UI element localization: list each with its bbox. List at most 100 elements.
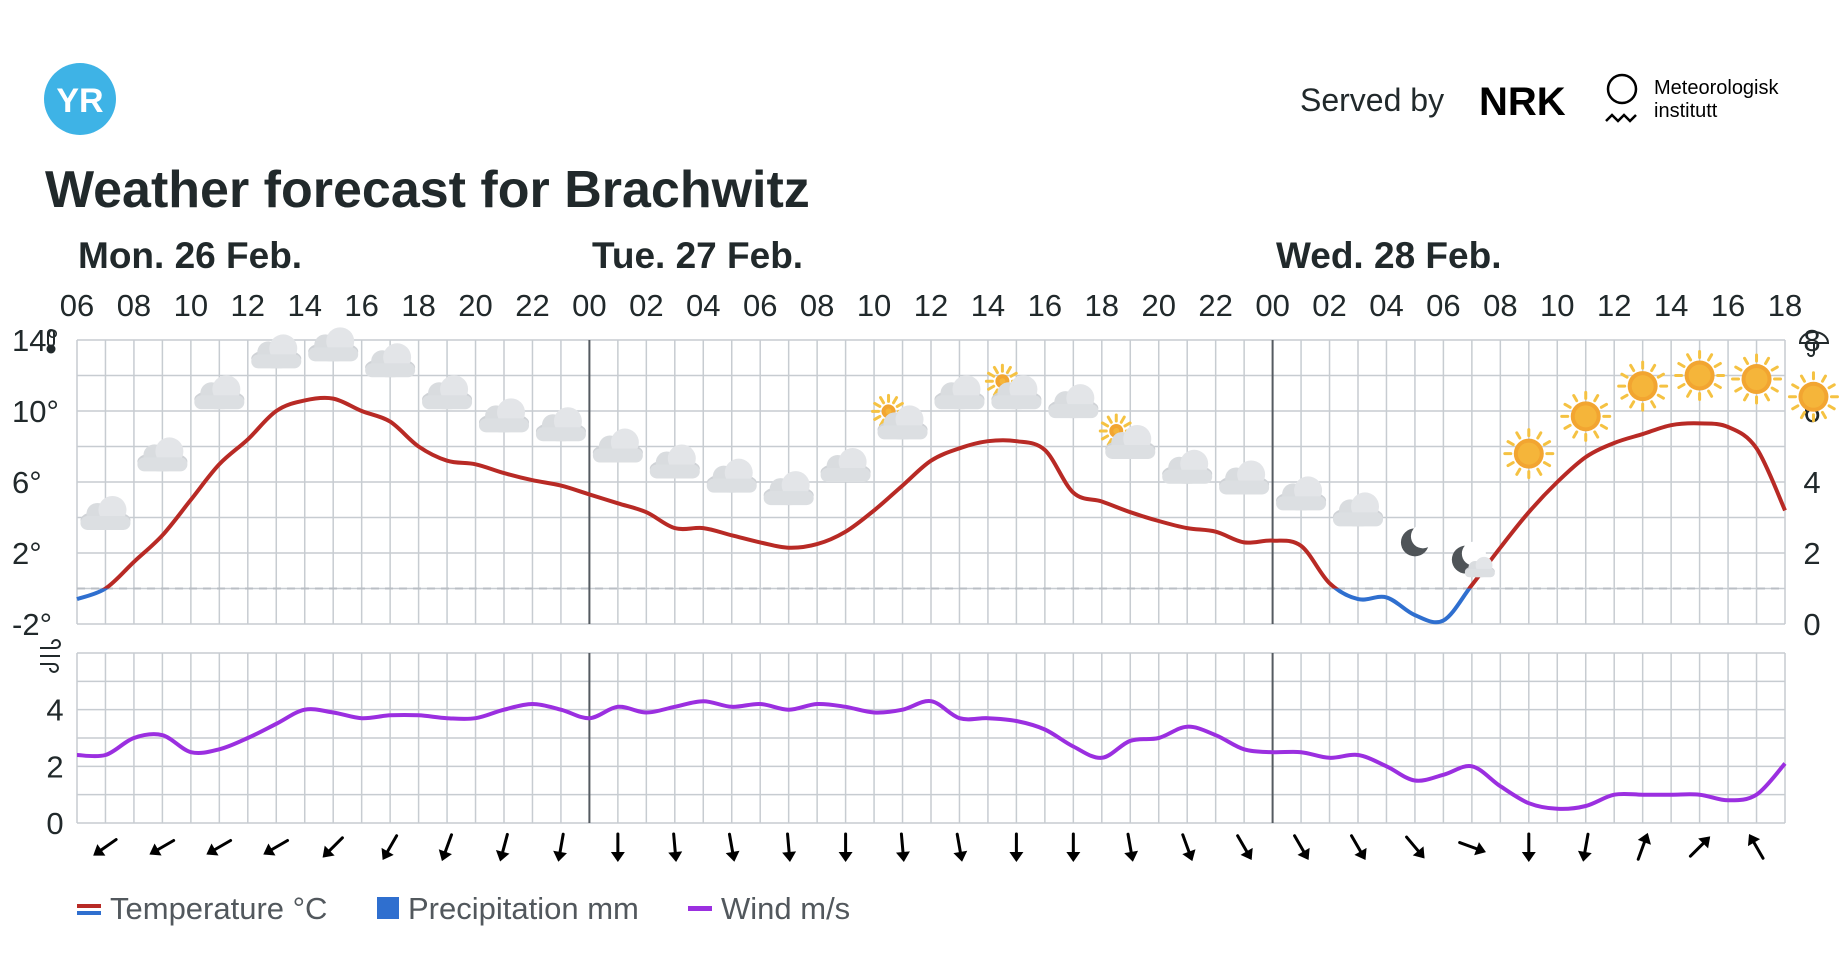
met-logo[interactable]: Meteorologisk institutt <box>1605 73 1780 123</box>
weather-symbol-clear-sky <box>1503 428 1555 480</box>
wind-direction-arrow <box>1636 832 1651 861</box>
temperature-tick-label: 2° <box>12 536 42 571</box>
weather-symbol-clear-sky <box>1617 360 1669 412</box>
weather-symbol-cloudy <box>1219 460 1270 495</box>
hour-tick-label: 04 <box>1369 288 1403 323</box>
weather-symbol-cloudy <box>535 407 586 442</box>
weather-symbol-cloudy <box>365 343 416 378</box>
wind-direction-arrow <box>438 833 454 862</box>
weather-symbol-cloudy <box>763 471 814 506</box>
cloud-icon <box>1162 449 1213 484</box>
nrk-logo[interactable]: NRK <box>1479 80 1566 124</box>
wind-direction-arrow <box>149 839 176 856</box>
day-label: Wed. 28 Feb. <box>1276 235 1502 276</box>
cloud-icon <box>706 458 757 493</box>
yr-logo-text: YR <box>56 82 103 120</box>
wind-tick-label: 2 <box>46 749 63 784</box>
weather-symbol-cloudy <box>479 398 529 433</box>
weather-symbol-cloudy <box>706 458 757 493</box>
umbrella-icon <box>1798 331 1830 357</box>
legend-label: Temperature °C <box>110 891 327 926</box>
wind-direction-arrow <box>1066 832 1081 862</box>
hour-tick-label: 16 <box>344 288 378 323</box>
wind-direction-arrow <box>1577 832 1592 862</box>
cloud-icon <box>194 375 245 410</box>
sun-icon <box>1787 371 1839 423</box>
hour-tick-label: 06 <box>60 288 94 323</box>
weather-symbol-cloudy <box>649 444 700 479</box>
weather-symbol-cloudy <box>308 327 359 362</box>
hour-tick-label: 14 <box>287 288 321 323</box>
wind-direction-arrow <box>1458 841 1486 856</box>
yr-logo[interactable]: YR <box>44 63 116 135</box>
wind-direction-arrow <box>782 832 797 862</box>
cloud-icon <box>877 405 928 440</box>
hour-tick-labels: 06 08 10 12 14 16 18 20 22 00 02 04 06 08 10 12 14 16 18 20… <box>60 288 1802 323</box>
weather-symbol-cloudy <box>1162 449 1213 484</box>
wind-direction-arrow <box>206 839 233 856</box>
hour-tick-label: 12 <box>231 288 265 323</box>
wind-tick-label: 0 <box>46 806 63 841</box>
weather-symbol-cloudy <box>194 375 245 410</box>
wind-line <box>76 699 1787 811</box>
cloud-icon <box>649 444 700 479</box>
wind-direction-arrow <box>1181 833 1196 862</box>
hour-tick-label: 10 <box>1540 288 1574 323</box>
hour-tick-label: 06 <box>743 288 777 323</box>
legend-item-wind: Wind m/s <box>688 891 850 926</box>
wind-direction-arrow <box>953 832 968 862</box>
hour-tick-label: 20 <box>458 288 492 323</box>
wind-direction-arrow <box>1350 834 1367 860</box>
wind-direction-arrow <box>495 832 510 862</box>
hour-tick-label: 14 <box>971 288 1005 323</box>
cloud-icon <box>820 448 871 483</box>
cloud-icon <box>251 334 302 369</box>
weather-symbol-partly-cloudy <box>984 363 1042 410</box>
temperature-line-above-zero <box>101 395 1787 589</box>
axis-icons <box>40 329 1830 673</box>
cloud-icon <box>1276 476 1327 511</box>
hour-tick-label: 08 <box>800 288 834 323</box>
precipitation-tick-label: 4 <box>1803 465 1820 500</box>
hour-tick-label: 16 <box>1028 288 1062 323</box>
temperature-tick-label: -2° <box>12 607 52 642</box>
hour-tick-label: 22 <box>515 288 549 323</box>
hour-tick-label: 02 <box>629 288 663 323</box>
cloud-icon <box>1333 492 1383 527</box>
wind-direction-arrow <box>263 839 290 856</box>
hour-tick-label: 14 <box>1654 288 1688 323</box>
hour-tick-label: 10 <box>857 288 891 323</box>
hour-tick-label: 18 <box>401 288 435 323</box>
weather-symbols <box>80 327 1839 578</box>
wind-direction-arrow <box>725 832 740 862</box>
weather-symbol-cloudy <box>592 428 643 463</box>
cloud-icon <box>80 495 131 530</box>
weather-symbol-clear-sky <box>1731 353 1783 405</box>
day-label: Tue. 27 Feb. <box>592 235 803 276</box>
sun-icon <box>1731 353 1783 405</box>
cloud-icon <box>763 471 814 506</box>
thermometer-icon <box>46 329 56 354</box>
wind-grid <box>76 652 1786 824</box>
wind-direction-arrow <box>93 838 118 856</box>
legend: Temperature °C Precipitation mm Wind m/s <box>77 891 850 926</box>
weather-symbol-cloudy <box>251 334 302 369</box>
hour-tick-label: 20 <box>1141 288 1175 323</box>
cloud-icon <box>137 437 188 472</box>
cloud-icon <box>479 398 529 433</box>
weather-symbol-cloudy <box>137 437 188 472</box>
hour-tick-label: 12 <box>914 288 948 323</box>
weather-symbol-cloudy <box>1048 384 1099 419</box>
met-logo-line-1: Meteorologisk <box>1654 77 1780 99</box>
hour-tick-label: 10 <box>174 288 208 323</box>
precipitation-tick-label: 2 <box>1803 536 1820 571</box>
wind-direction-arrow <box>895 832 910 862</box>
hour-tick-label: 08 <box>117 288 151 323</box>
page-title: Weather forecast for Brachwitz <box>45 161 810 219</box>
wind-direction-arrow <box>838 832 853 862</box>
weather-symbol-partly-cloudy <box>1098 413 1156 459</box>
cloud-icon <box>1219 460 1270 495</box>
weather-symbol-clear-sky <box>1787 371 1839 423</box>
cloud-icon <box>991 375 1042 410</box>
legend-item-temperature: Temperature °C <box>77 891 327 926</box>
